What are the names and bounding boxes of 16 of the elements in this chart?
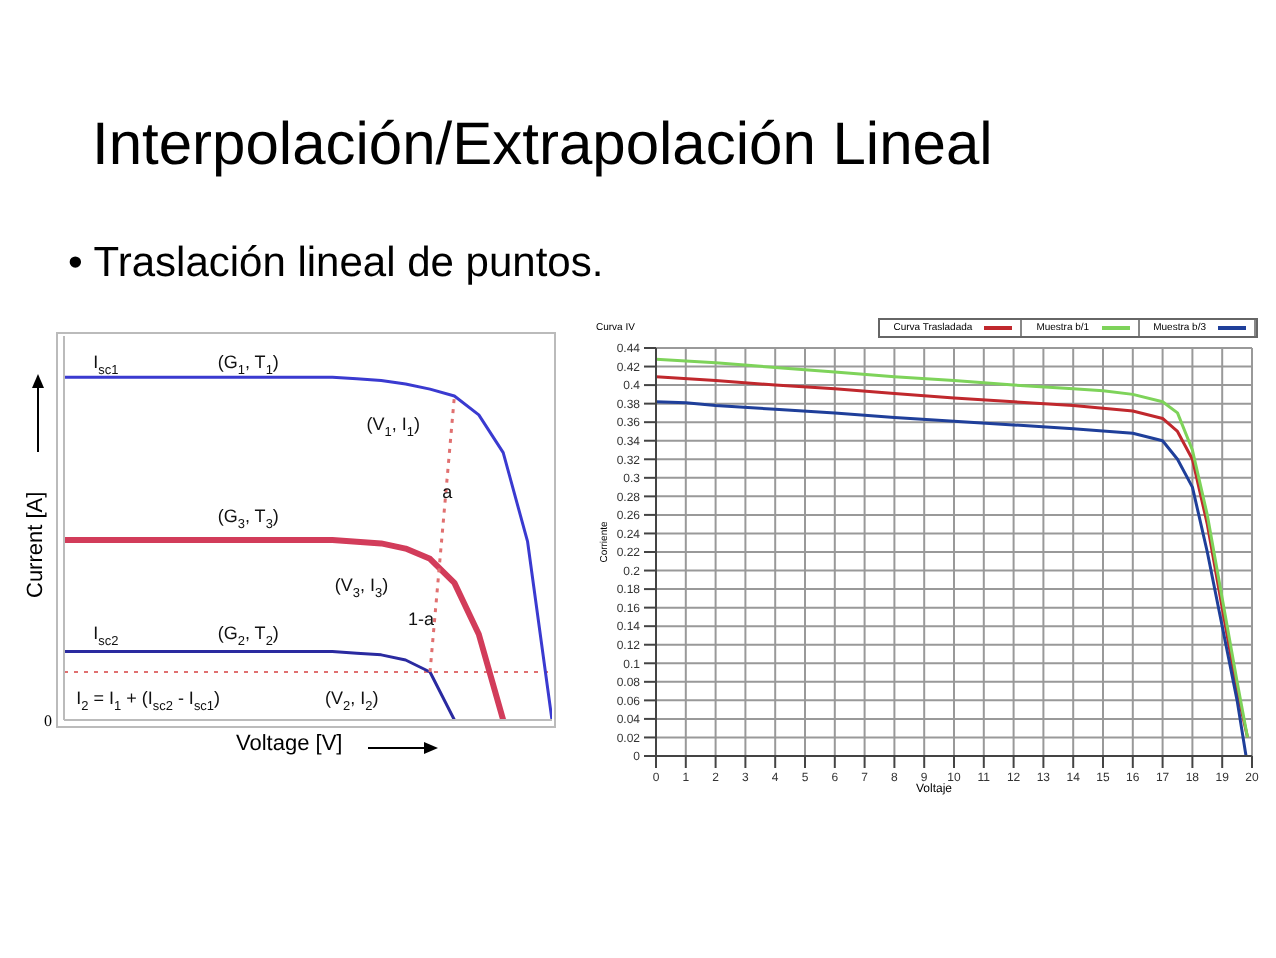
annotation: I$_{sc1}$ bbox=[93, 352, 120, 378]
y-axis-title: Current [A] bbox=[24, 489, 48, 598]
annotation: (V$_{2}$, I$_{2}$) bbox=[325, 688, 379, 714]
annotation: 1-a bbox=[408, 609, 435, 630]
annotation: a bbox=[442, 482, 453, 503]
chart-title: Interpolación/Extrapolación Lineal bbox=[92, 112, 993, 180]
annotation: (G$_{1}$, T$_{1}$) bbox=[217, 352, 279, 378]
annotation: (V$_{1}$, I$_{1}$) bbox=[366, 413, 421, 440]
annotation: I$_{sc2}$ bbox=[93, 622, 120, 649]
text: I$_{2}$ = I$_{1}$ + (I$_{sc2}$ - I$_{sc1}$) bbox=[76, 688, 221, 714]
x-axis-title: Voltage [V] bbox=[236, 732, 343, 756]
annotation: (G$_{2}$, T$_{2}$) bbox=[217, 622, 279, 649]
text: 0 bbox=[44, 712, 52, 730]
annotation: (V$_{3}$, I$_{3}$) bbox=[334, 574, 389, 601]
annotation: (G$_{3}$, T$_{3}$) bbox=[217, 506, 279, 533]
chart-subtitle: • Traslación lineal de puntos. bbox=[68, 240, 604, 288]
